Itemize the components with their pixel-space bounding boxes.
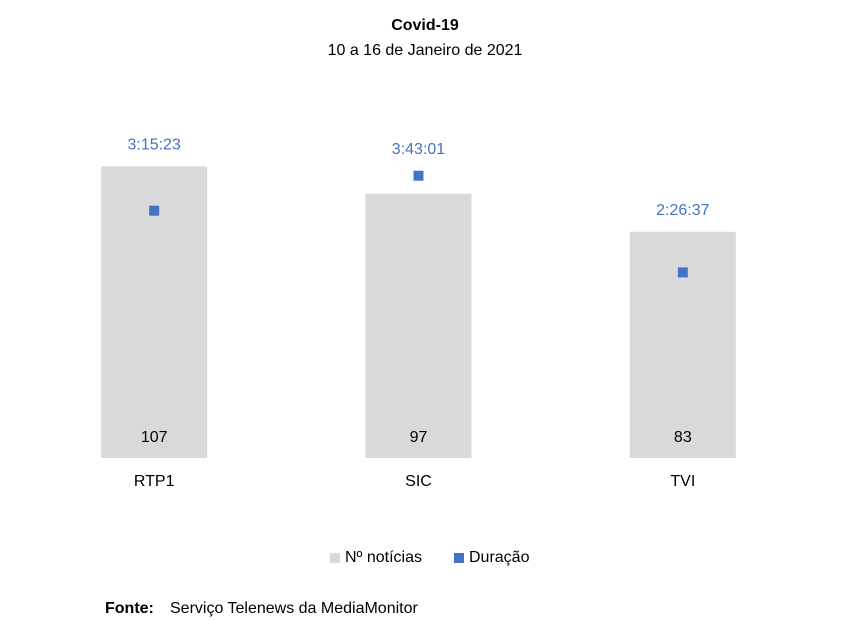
x-tick-label: RTP1 (134, 473, 175, 490)
source-label: Fonte: (105, 600, 154, 617)
legend-swatch (330, 553, 340, 563)
marker (413, 170, 424, 181)
x-tick-label: TVI (670, 473, 695, 490)
bar (365, 193, 472, 459)
legend-label: Nº notícias (345, 549, 422, 566)
value-label: 3:15:23 (127, 137, 180, 154)
value-label: 2:26:37 (656, 202, 709, 219)
bar-value-label: 107 (141, 429, 168, 446)
marker (149, 205, 160, 216)
bar-value-label: 83 (674, 429, 692, 446)
x-tick-label: SIC (405, 473, 432, 490)
bar (629, 231, 736, 458)
legend-swatch (454, 553, 464, 563)
source: Serviço Telenews da MediaMonitor (170, 600, 419, 617)
chart-title: Covid-19 (391, 17, 459, 34)
chart-subtitle: 10 a 16 de Janeiro de 2021 (328, 42, 523, 59)
legend-label: Duração (469, 549, 530, 566)
bar-value-label: 97 (410, 429, 428, 446)
value-label: 3:43:01 (392, 141, 445, 158)
marker (677, 267, 688, 278)
